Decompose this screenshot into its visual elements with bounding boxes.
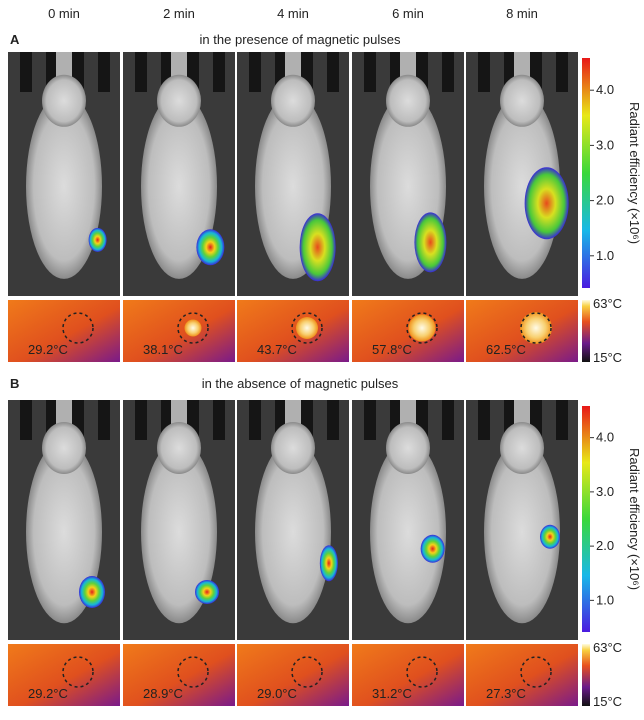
photo-bar bbox=[20, 400, 32, 440]
temperature: 29.0°C bbox=[257, 686, 297, 701]
colorbar-tick-label: 1.0 bbox=[596, 248, 614, 263]
thermal-bar bbox=[582, 300, 590, 362]
colorbar bbox=[582, 58, 590, 288]
signal bbox=[540, 525, 560, 549]
colorbar-tick-label: 4.0 bbox=[596, 430, 614, 445]
colorbar-tick-label: 4.0 bbox=[596, 82, 614, 97]
photo-bar bbox=[213, 400, 225, 440]
signal bbox=[195, 580, 219, 604]
mouse-head bbox=[42, 75, 86, 127]
mouse-head bbox=[500, 422, 544, 474]
thermal-min: 15°C bbox=[593, 694, 622, 709]
photo-bar bbox=[135, 52, 147, 92]
colorbar-tick-label: 2.0 bbox=[596, 538, 614, 553]
time-label: 8 min bbox=[506, 6, 538, 21]
signal bbox=[196, 229, 224, 265]
photo-bar bbox=[442, 400, 454, 440]
thermal-max: 63°C bbox=[593, 640, 622, 655]
temperature: 29.2°C bbox=[28, 686, 68, 701]
photo-bar bbox=[478, 400, 490, 440]
signal bbox=[300, 213, 336, 281]
figure: 0 min 2 min 4 min 6 min 8 min Ain the presenc… bbox=[0, 0, 644, 715]
hot-spot bbox=[409, 315, 436, 342]
time-label: 0 min bbox=[48, 6, 80, 21]
mouse-head bbox=[271, 422, 315, 474]
panel-title: in the presence of magnetic pulses bbox=[200, 32, 401, 47]
thermal-max: 63°C bbox=[593, 296, 622, 311]
photo-bar bbox=[327, 52, 339, 92]
colorbar-label: Radiant efficiency (×10⁶) bbox=[627, 448, 642, 590]
temperature: 62.5°C bbox=[486, 342, 526, 357]
temperature: 28.9°C bbox=[143, 686, 183, 701]
photo-bar bbox=[442, 52, 454, 92]
temperature: 43.7°C bbox=[257, 342, 297, 357]
thermal-bar bbox=[582, 644, 590, 706]
hot-spot bbox=[520, 312, 552, 344]
temperature: 31.2°C bbox=[372, 686, 412, 701]
temperature: 27.3°C bbox=[486, 686, 526, 701]
signal bbox=[414, 212, 446, 272]
photo-bar bbox=[135, 400, 147, 440]
mouse-head bbox=[157, 75, 201, 127]
photo-bar bbox=[364, 400, 376, 440]
mouse-head bbox=[271, 75, 315, 127]
photo-bar bbox=[98, 400, 110, 440]
signal bbox=[525, 167, 569, 239]
hot-spot bbox=[185, 320, 202, 337]
mouse-head bbox=[157, 422, 201, 474]
colorbar-tick-label: 1.0 bbox=[596, 592, 614, 607]
mouse-head bbox=[42, 422, 86, 474]
mouse-head bbox=[386, 422, 430, 474]
time-label: 2 min bbox=[163, 6, 195, 21]
panel-label: A bbox=[10, 32, 20, 47]
signal bbox=[320, 545, 338, 581]
temperature: 38.1°C bbox=[143, 342, 183, 357]
panel-label: B bbox=[10, 376, 19, 391]
colorbar bbox=[582, 406, 590, 632]
photo-bar bbox=[556, 52, 568, 92]
photo-bar bbox=[249, 52, 261, 92]
signal bbox=[79, 576, 105, 608]
photo-bar bbox=[327, 400, 339, 440]
colorbar-label: Radiant efficiency (×10⁶) bbox=[627, 102, 642, 244]
photo-bar bbox=[249, 400, 261, 440]
photo-bar bbox=[364, 52, 376, 92]
photo-bar bbox=[98, 52, 110, 92]
panel-title: in the absence of magnetic pulses bbox=[202, 376, 399, 391]
hot-spot bbox=[296, 317, 318, 339]
temperature: 57.8°C bbox=[372, 342, 412, 357]
signal bbox=[421, 535, 445, 563]
thermal-min: 15°C bbox=[593, 350, 622, 365]
mouse-head bbox=[386, 75, 430, 127]
colorbar-tick-label: 2.0 bbox=[596, 193, 614, 208]
signal bbox=[89, 228, 107, 252]
photo-bar bbox=[213, 52, 225, 92]
photo-bar bbox=[478, 52, 490, 92]
photo-bar bbox=[556, 400, 568, 440]
photo-bar bbox=[20, 52, 32, 92]
colorbar-tick-label: 3.0 bbox=[596, 137, 614, 152]
mouse-head bbox=[500, 75, 544, 127]
time-label: 6 min bbox=[392, 6, 424, 21]
colorbar-tick-label: 3.0 bbox=[596, 484, 614, 499]
temperature: 29.2°C bbox=[28, 342, 68, 357]
time-label: 4 min bbox=[277, 6, 309, 21]
